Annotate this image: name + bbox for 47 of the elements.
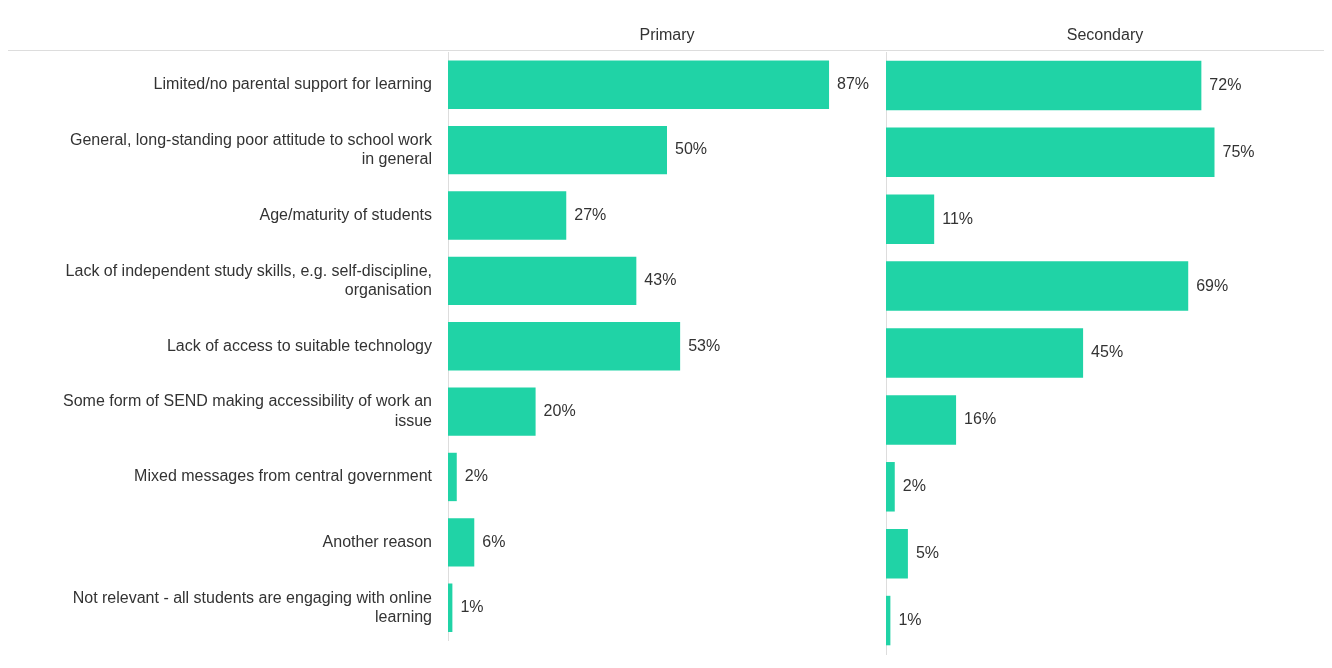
- data-label: 50%: [675, 140, 708, 158]
- data-label: 20%: [543, 401, 576, 419]
- bar: [448, 256, 637, 306]
- bar: [448, 387, 536, 436]
- bar: [448, 60, 830, 109]
- chart-title: Primary: [639, 26, 695, 44]
- data-label: 5%: [915, 544, 940, 562]
- data-label: 45%: [1091, 343, 1124, 361]
- data-label: 87%: [837, 75, 870, 93]
- bar: [448, 322, 681, 371]
- bar: [448, 191, 567, 240]
- data-label: 1%: [898, 610, 922, 628]
- data-label: 11%: [942, 209, 974, 227]
- y-tick-label: Not relevant - all students are engaging with online learning: [72, 588, 433, 625]
- chart-title: Secondary: [1066, 26, 1144, 44]
- data-label: 1%: [460, 598, 484, 616]
- data-label: 69%: [1196, 276, 1229, 294]
- bar: [886, 395, 957, 445]
- y-tick-label: Lack of access to suitable technology: [166, 336, 432, 354]
- data-label: 6%: [482, 532, 506, 550]
- data-label: 43%: [644, 271, 677, 289]
- y-tick-label: Another reason: [322, 532, 432, 550]
- data-label: 75%: [1222, 142, 1255, 160]
- data-label: 2%: [902, 477, 926, 495]
- y-tick-label: Lack of independent study skills, e.g. self-discipline, organisation: [65, 261, 432, 298]
- bar: [448, 583, 453, 632]
- data-label: 16%: [964, 410, 997, 428]
- bar: [448, 452, 457, 502]
- y-tick-label: Mixed messages from central government: [134, 467, 433, 485]
- bar: [886, 462, 895, 512]
- y-tick-label: Limited/no parental support for learning: [153, 75, 432, 93]
- bar: [448, 125, 667, 175]
- data-label: 53%: [688, 336, 721, 354]
- y-tick-label: Some form of SEND making accessibility of work an issue: [62, 392, 433, 429]
- bar: [886, 528, 908, 579]
- bar: [886, 127, 1215, 178]
- bar: [886, 328, 1084, 378]
- bar: [886, 595, 891, 646]
- bar: [886, 261, 1189, 311]
- y-tick-label: Age/maturity of students: [259, 205, 432, 223]
- data-label: 72%: [1209, 75, 1242, 93]
- bar: [886, 194, 935, 244]
- bar: [886, 60, 1202, 111]
- data-label: 27%: [574, 205, 607, 223]
- y-tick-label: General, long-standing poor attitude to school work in general: [70, 130, 433, 168]
- data-label: 2%: [464, 467, 488, 485]
- bar: [448, 518, 475, 567]
